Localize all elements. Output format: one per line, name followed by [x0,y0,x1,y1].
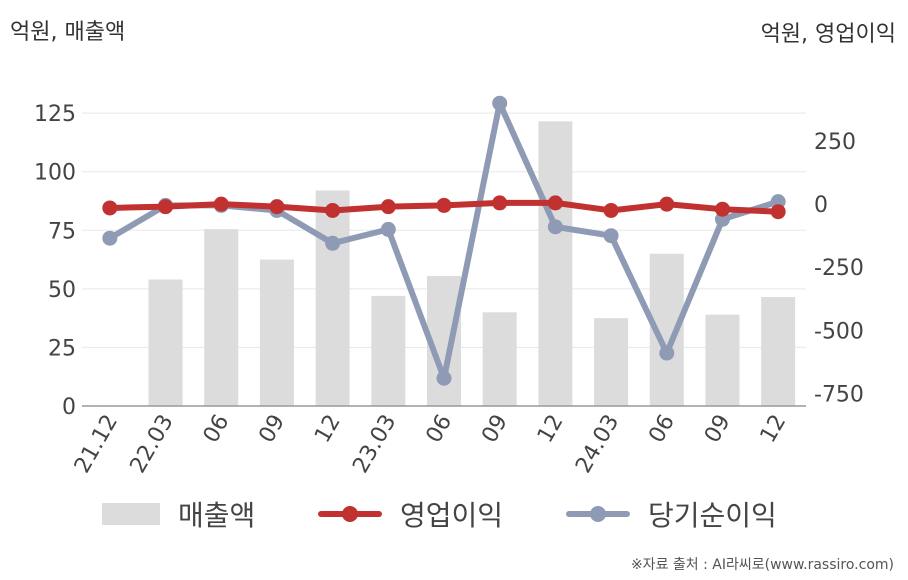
left-tick-label: 25 [48,336,76,361]
net-profit-point [380,221,396,237]
net-profit-point [325,235,341,251]
net-profit-point [659,345,675,361]
x-tick-label: 06 [644,411,680,448]
revenue-bar [594,318,629,406]
left-tick-label: 50 [48,278,76,303]
operating-profit-point [325,202,341,218]
left-axis-unit: 억원, 매출액 [10,20,126,45]
x-tick-label: 09 [477,411,513,448]
revenue-bar [204,229,239,406]
x-tick-label: 06 [199,411,235,448]
operating-profit-point [770,204,786,220]
revenue-bar [482,312,517,406]
right-axis-unit: 억원, 영업이익 [760,22,896,47]
revenue-bar [761,297,796,406]
x-tick-label: 09 [254,411,290,448]
legend-line-swatch-red [318,503,382,525]
x-tick-label: 24.03 [571,411,624,478]
revenue-bar [315,190,350,406]
net-profit-point [436,370,452,386]
x-tick-label: 06 [422,411,458,448]
operating-profit-point [436,197,452,213]
x-tick-label: 12 [310,411,346,448]
revenue-bar [148,279,183,406]
x-tick-label: 12 [533,411,569,448]
left-tick-label: 75 [48,219,76,244]
legend-item-operating-profit: 영업이익 [318,494,503,534]
net-profit-point [492,95,508,111]
right-tick-label: -750 [814,382,864,407]
right-tick-label: 0 [814,193,828,218]
net-profit-point [603,228,619,244]
legend-label-operating-profit: 영업이익 [400,499,504,532]
revenue-bar [538,121,573,406]
x-tick-label: 12 [756,411,792,448]
x-tick-label: 09 [700,411,736,448]
right-tick-label: 250 [814,130,856,155]
operating-profit-point [659,196,675,212]
combo-chart: 0 25 50 75 100 125 -750 -500 -250 0 250 21.12 22.03 0… [34,95,864,478]
legend-line-swatch-blue [566,503,630,525]
legend-label-net-profit: 당기순이익 [648,499,777,532]
legend-bar-swatch [102,503,160,525]
net-profit-point [547,219,563,235]
operating-profit-point [492,195,508,211]
operating-profit-point [269,199,285,215]
revenue-bar [371,295,406,406]
x-tick-label: 23.03 [348,411,401,478]
left-tick-label: 100 [34,161,76,186]
left-tick-label: 0 [62,395,76,420]
operating-profit-point [603,202,619,218]
source-note: ※자료 출처 : AI라씨로(www.rassiro.com) [630,557,894,573]
legend-item-net-profit: 당기순이익 [566,494,777,534]
legend-label-revenue: 매출액 [178,499,256,532]
operating-profit-point [158,199,174,215]
right-tick-label: -500 [814,319,864,344]
net-profit-point [102,230,118,246]
operating-profit-point [714,201,730,217]
operating-profit-point [102,200,118,216]
revenue-bar [259,259,294,406]
left-tick-label: 125 [34,102,76,127]
operating-profit-point [547,195,563,211]
revenue-bar [705,314,740,406]
operating-profit-point [380,199,396,215]
x-tick-label: 21.12 [70,411,123,478]
legend: 매출액 영업이익 당기순이익 [0,494,908,534]
operating-profit-point [213,196,229,212]
right-tick-label: -250 [814,256,864,281]
legend-item-revenue: 매출액 [102,494,255,534]
x-tick-label: 22.03 [126,411,179,478]
